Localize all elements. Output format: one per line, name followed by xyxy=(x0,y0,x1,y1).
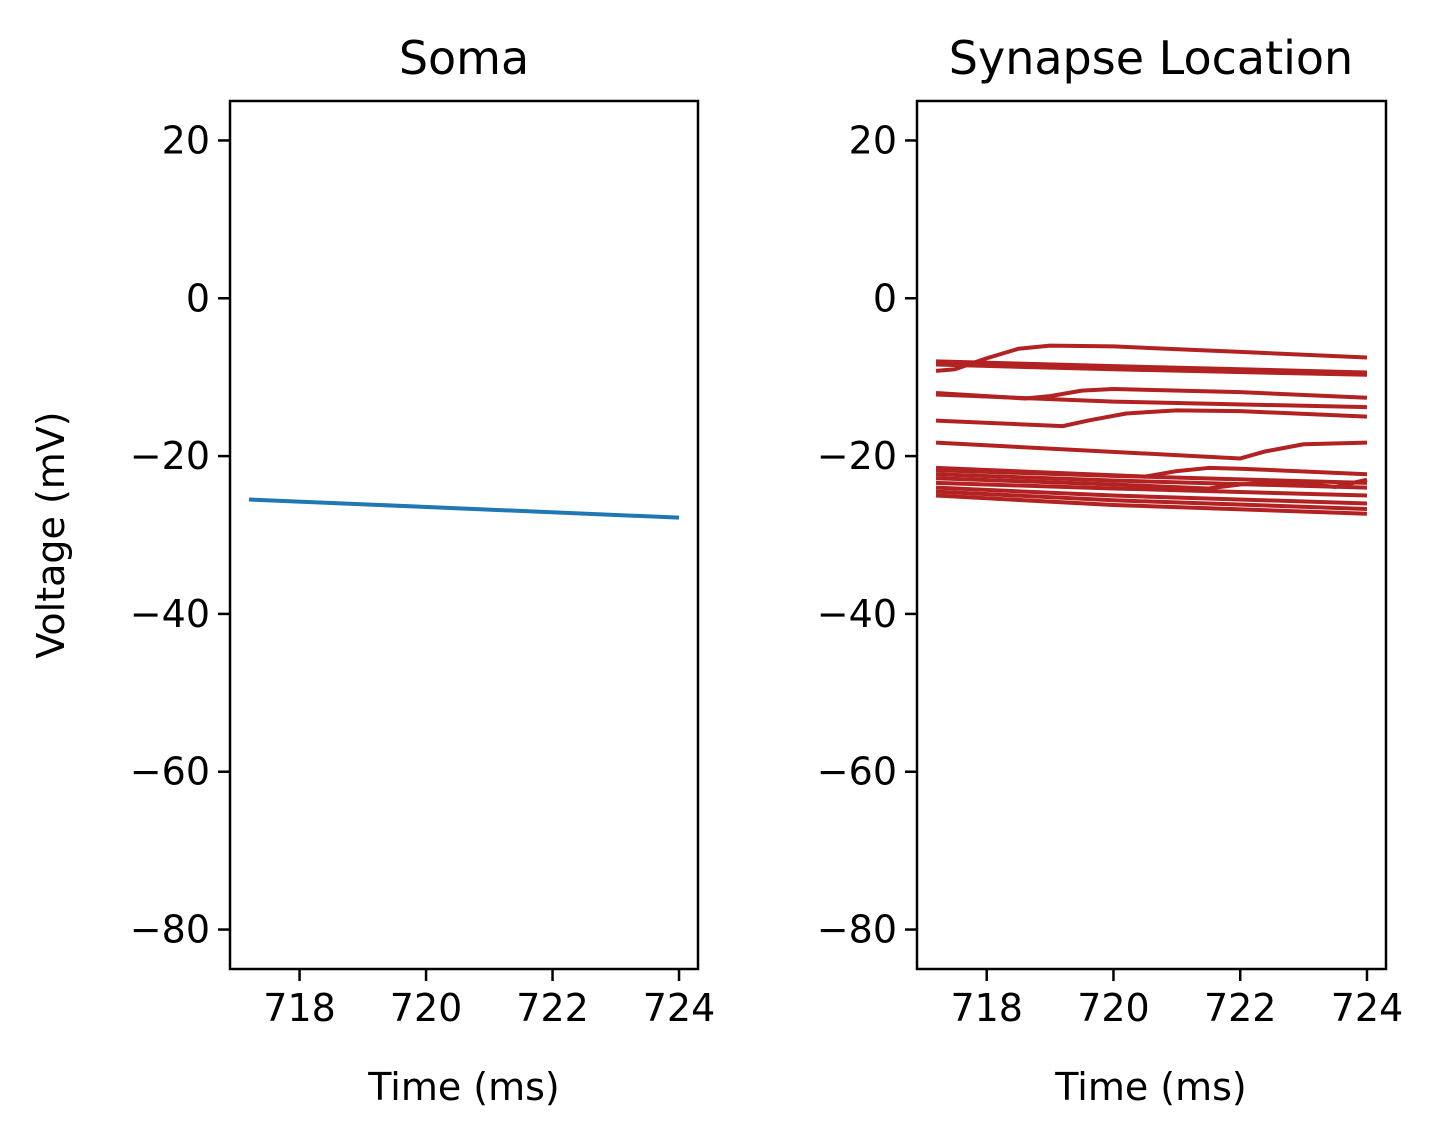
synapse-axes-frame xyxy=(915,99,1388,971)
synapse-trace-4 xyxy=(935,392,1368,410)
synapse-trace-5 xyxy=(935,408,1368,429)
soma-y-ticks: −80 −60 −40 −20 0 20 xyxy=(130,118,230,952)
synapse-y-tick-label-2: −40 xyxy=(817,592,897,636)
synapse-title: Synapse Location xyxy=(949,31,1353,85)
soma-axes-frame xyxy=(228,99,700,971)
soma-panel: Soma 718 720 722 724 −80 −60 −40 −20 0 20 Time (… xyxy=(29,31,715,1109)
synapse-y-tick-label-0: −80 xyxy=(817,908,897,952)
synapse-panel: Synapse Location 718 720 722 724 −80−60−40−… xyxy=(817,31,1403,1109)
synapse-trace-1 xyxy=(935,359,1368,375)
soma-y-tick-label-0: −80 xyxy=(130,908,210,952)
synapse-trace-6 xyxy=(935,440,1368,461)
synapse-x-axis-label: Time (ms) xyxy=(1054,1065,1247,1109)
synapse-y-tick-label-4: 0 xyxy=(873,276,897,320)
soma-y-tick-label-4: 0 xyxy=(186,276,210,320)
soma-x-tick-label-0: 718 xyxy=(263,986,336,1030)
soma-x-ticks: 718 720 722 724 xyxy=(263,969,715,1030)
synapse-trace-0 xyxy=(935,343,1368,373)
soma-x-tick-label-2: 722 xyxy=(516,986,589,1030)
soma-y-tick-label-1: −60 xyxy=(130,750,210,794)
synapse-plot-lines xyxy=(935,343,1368,516)
synapse-trace-11 xyxy=(935,480,1368,498)
synapse-y-tick-label-1: −60 xyxy=(817,750,897,794)
synapse-y-tick-label-5: 20 xyxy=(849,118,897,162)
soma-plot-lines xyxy=(248,497,680,520)
soma-title: Soma xyxy=(399,31,529,85)
synapse-x-tick-label-1: 720 xyxy=(1077,986,1150,1030)
synapse-y-tick-label-3: −20 xyxy=(817,434,897,478)
synapse-trace-8 xyxy=(935,468,1368,485)
synapse-trace-13 xyxy=(935,489,1368,511)
synapse-trace-9 xyxy=(935,472,1368,490)
soma-y-tick-label-5: 20 xyxy=(162,118,210,162)
synapse-trace-12 xyxy=(935,485,1368,506)
soma-y-axis-label: Voltage (mV) xyxy=(29,411,73,658)
soma-trace-0 xyxy=(248,497,680,520)
synapse-trace-2 xyxy=(935,362,1368,377)
synapse-trace-10 xyxy=(935,476,1368,491)
synapse-x-tick-label-0: 718 xyxy=(950,986,1023,1030)
synapse-y-ticks: −80 −60 −40 −20 0 20 xyxy=(817,118,917,952)
synapse-x-tick-label-2: 722 xyxy=(1204,986,1277,1030)
soma-x-axis-label: Time (ms) xyxy=(367,1065,560,1109)
synapse-x-ticks: 718 720 722 724 xyxy=(950,969,1403,1030)
synapse-x-tick-label-3: 724 xyxy=(1331,986,1404,1030)
soma-x-tick-label-3: 724 xyxy=(643,986,716,1030)
soma-y-tick-label-2: −40 xyxy=(130,592,210,636)
soma-y-tick-label-3: −20 xyxy=(130,434,210,478)
synapse-trace-14 xyxy=(935,493,1368,516)
soma-x-tick-label-1: 720 xyxy=(390,986,463,1030)
